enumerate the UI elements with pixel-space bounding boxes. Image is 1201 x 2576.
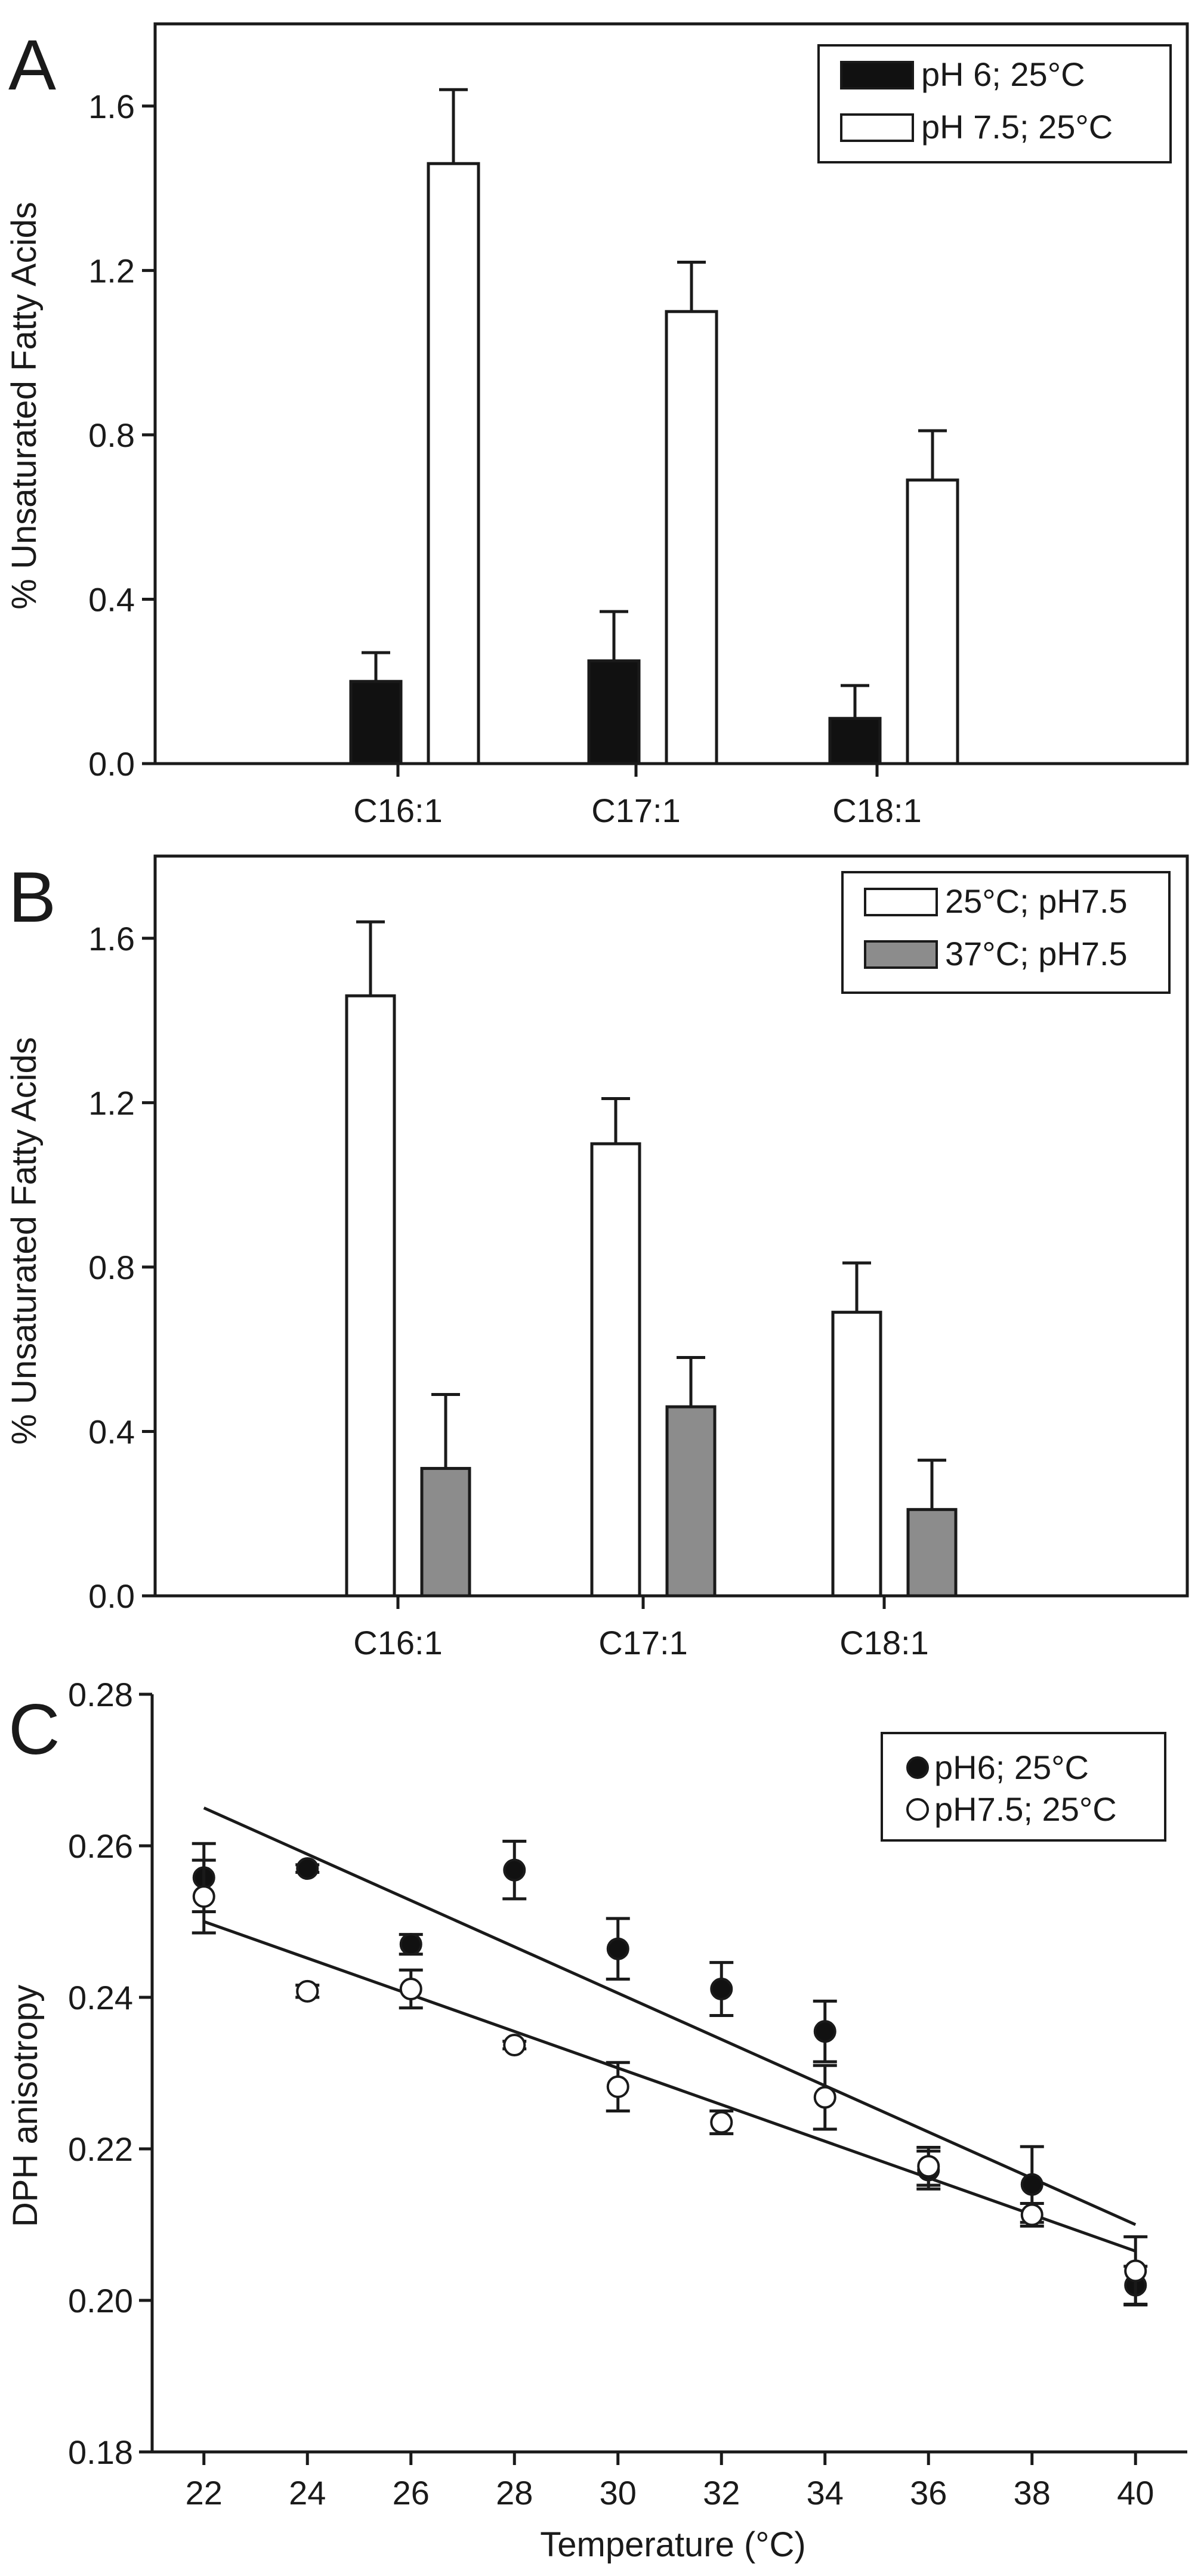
x-tick-label: C18:1 [832,792,921,829]
bar [665,310,718,765]
axes-c: 0.18 0.20 0.22 0.24 0.26 0.28 22 24 26 28 30 32 34 36… [68,1676,1187,2512]
panel-c: C DPH anisotropy Temperature (°C) 0.180.… [6,1676,1187,2564]
legend-box [881,1732,1166,1842]
panel-b: B % Unsaturated Fatty Acids 0.0 0.4 0.8 1.2… [5,854,1189,1661]
y-tick-label: 0.22 [68,2130,133,2168]
y-tick-label: 0.28 [68,1676,133,1713]
y-tick-label: 1.2 [88,1084,135,1122]
legend-label: 25°C; pH7.5 [945,882,1128,920]
data-point [917,2155,940,2178]
x-tick-label: 24 [289,2474,326,2512]
bar [906,1508,958,1598]
legend-label: pH6; 25°C [934,1749,1089,1786]
y-tick-label: 0.4 [88,1413,135,1450]
y-ticks-a: 0.0 0.4 0.8 1.2 1.6 [88,88,155,783]
data-point [606,2075,629,2098]
y-tick-label: 1.6 [88,88,135,125]
legend-a: pH 6; 25°C pH 7.5; 25°C [817,44,1172,163]
x-tick-label: C16:1 [353,1624,442,1661]
y-axis-label-b: % Unsaturated Fatty Acids [5,1037,44,1444]
legend-c: pH6; 25°C pH7.5; 25°C [881,1732,1166,1842]
bar [427,162,480,765]
x-tick-label: C17:1 [598,1624,687,1661]
legend-label: pH 7.5; 25°C [921,108,1113,146]
legend-swatch [840,61,914,89]
data-point [710,1978,733,2001]
legend-label: pH 6; 25°C [921,55,1085,93]
x-tick-label: 22 [186,2474,223,2512]
y-tick-label: 0.24 [68,1979,133,2016]
x-axis-label-c: Temperature (°C) [540,2525,805,2564]
data-point [296,1979,319,2003]
data-point [813,2020,836,2043]
legend-b: 25°C; pH7.5 37°C; pH7.5 [841,871,1171,994]
legend-label: pH7.5; 25°C [934,1790,1117,1828]
x-tick-label: 30 [600,2474,637,2512]
x-tick-label: C17:1 [591,792,680,829]
panel-a: A % Unsaturated Fatty Acids 0.0 0.4 0.8 1.2… [5,22,1189,829]
y-tick-label: 0.18 [68,2433,133,2471]
fit-lines-c [203,1806,1137,2253]
bar [665,1405,717,1598]
x-tick-label: 28 [496,2474,533,2512]
y-ticks-b: 0.0 0.4 0.8 1.2 1.6 [88,920,155,1615]
panel-letter-b: B [8,857,56,937]
points-c [192,1839,1148,2307]
x-tick-label: C18:1 [839,1624,928,1661]
y-tick-label: 1.6 [88,920,135,957]
x-tick-label: 40 [1117,2474,1154,2512]
bar [587,659,641,765]
data-point [399,1978,422,2001]
bar [906,478,959,765]
y-tick-label: 0.0 [88,745,135,783]
x-tick-label: 26 [393,2474,430,2512]
y-tick-label: 0.0 [88,1577,135,1615]
legend-marker [906,1798,929,1821]
data-point [710,2111,733,2134]
data-point [399,1933,422,1956]
bars-b [345,920,958,1598]
data-point [192,1885,215,1908]
x-tick-label: 36 [910,2474,947,2512]
y-tick-label: 0.4 [88,580,135,618]
bar [828,716,882,765]
y-tick-label: 0.26 [68,1827,133,1865]
bar [345,994,396,1598]
bar [831,1311,882,1598]
data-point [1020,2203,1043,2226]
legend-swatch [864,940,938,969]
y-axis-label-c: DPH anisotropy [6,1985,45,2227]
legend-marker [906,1756,929,1779]
legend-swatch [840,113,914,142]
data-point [606,1937,629,1960]
data-point [1020,2173,1043,2196]
x-tick-label: 38 [1014,2474,1051,2512]
bar [590,1142,641,1598]
data-point [1124,2259,1147,2282]
bars-a [349,88,959,765]
regression-line [203,1806,1137,2226]
x-tick-label: C16:1 [353,792,442,829]
data-point [503,1858,526,1882]
y-tick-label: 0.8 [88,1249,135,1286]
x-tick-label: 34 [807,2474,844,2512]
y-tick-label: 0.20 [68,2282,133,2319]
x-tick-label: 32 [703,2474,740,2512]
y-axis-label-a: % Unsaturated Fatty Acids [5,202,44,609]
y-tick-label: 1.2 [88,252,135,289]
regression-line [203,1920,1137,2253]
data-point [503,2034,526,2057]
bar [349,679,403,765]
y-tick-label: 0.8 [88,416,135,454]
x-tick-labels-a: C16:1 C17:1 C18:1 [353,764,922,829]
bar [420,1466,471,1598]
panel-letter-c: C [8,1689,60,1769]
data-point [813,2086,836,2109]
legend-swatch [864,888,938,916]
x-tick-labels-b: C16:1 C17:1 C18:1 [353,1596,929,1661]
panel-letter-a: A [8,25,56,105]
data-point [296,1857,319,1880]
legend-label: 37°C; pH7.5 [945,935,1128,972]
